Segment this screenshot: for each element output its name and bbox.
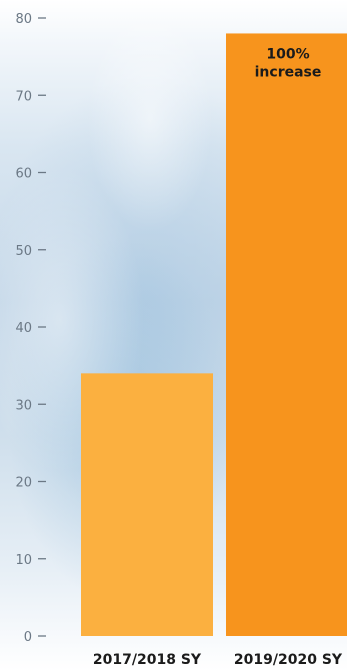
annotations: 100% increase	[255, 46, 322, 80]
y-tick-label: 80	[15, 12, 32, 27]
y-tick-label: 60	[15, 167, 32, 182]
bar-annotation: 100%	[266, 46, 309, 62]
y-tick-label: 10	[15, 553, 32, 568]
x-category-label: 2019/2020 SY	[234, 652, 343, 668]
y-tick-label: 70	[15, 89, 32, 104]
y-axis: 0 10 20 30 40 50 60 70 80	[15, 12, 46, 645]
y-tick-label: 0	[24, 630, 32, 645]
bar-annotation: increase	[255, 64, 322, 80]
x-axis: 2017/2018 SY 2019/2020 SY	[93, 652, 343, 668]
y-tick-label: 30	[15, 398, 32, 413]
y-tick-label: 50	[15, 244, 32, 259]
x-category-label: 2017/2018 SY	[93, 652, 202, 668]
bars	[81, 33, 347, 636]
y-tick-label: 40	[15, 321, 32, 336]
y-tick-label: 20	[15, 476, 32, 491]
bar	[81, 373, 213, 636]
bar	[226, 33, 347, 636]
